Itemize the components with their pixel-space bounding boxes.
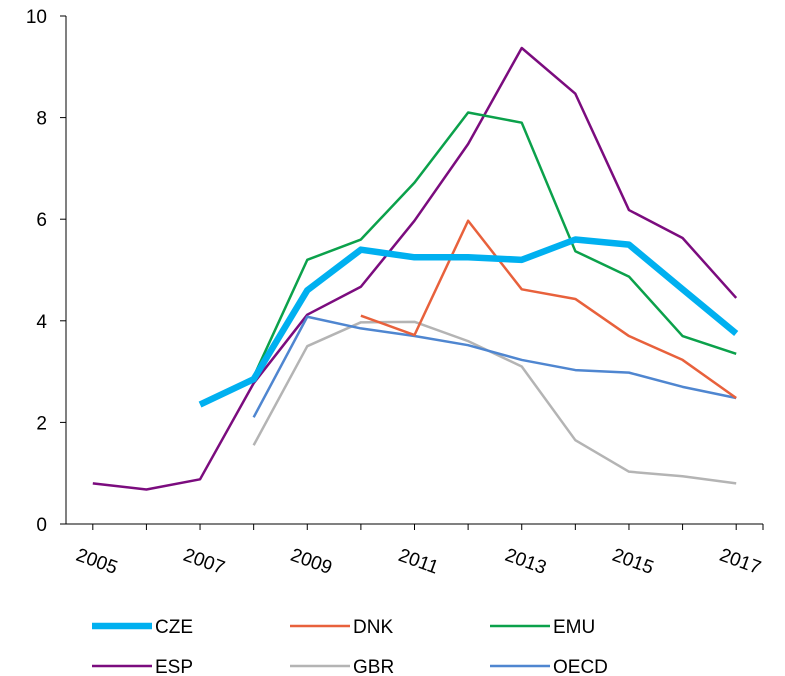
- legend-label-emu: EMU: [553, 617, 595, 638]
- legend-label-cze: CZE: [155, 617, 193, 638]
- series-line-cze: [198, 236, 739, 408]
- legend-label-esp: ESP: [155, 657, 193, 676]
- series-line-gbr: [252, 320, 737, 485]
- series-line-dnk: [360, 219, 737, 400]
- x-tick-label: 2015: [609, 545, 656, 579]
- series-line-esp: [92, 46, 738, 491]
- legend-label-oecd: OECD: [553, 657, 608, 676]
- legend-label-gbr: GBR: [353, 657, 394, 676]
- x-tick-label: 2009: [288, 545, 335, 579]
- x-tick-label: 2013: [502, 545, 549, 579]
- series-line-oecd: [252, 315, 737, 418]
- y-tick-label: 0: [36, 515, 47, 536]
- x-tick-label: 2011: [396, 545, 442, 579]
- axes: 0 2 4 6 8 10 2005 2007 2009 2011 2013 2015 2017: [26, 7, 764, 579]
- y-tick-label: 6: [36, 210, 47, 231]
- y-tick-label: 10: [26, 7, 47, 28]
- legend-label-dnk: DNK: [353, 617, 393, 638]
- legend: CZE DNK EMU ESP GBR OECD: [92, 617, 608, 676]
- series-layer: [92, 46, 739, 491]
- y-tick-label: 4: [36, 312, 47, 333]
- y-tick-label: 8: [36, 109, 47, 130]
- series-line-emu: [252, 111, 737, 378]
- x-tick-label: 2005: [73, 545, 120, 579]
- x-tick-label: 2017: [717, 545, 764, 579]
- y-tick-label: 2: [36, 413, 47, 434]
- x-tick-label: 2007: [180, 545, 227, 579]
